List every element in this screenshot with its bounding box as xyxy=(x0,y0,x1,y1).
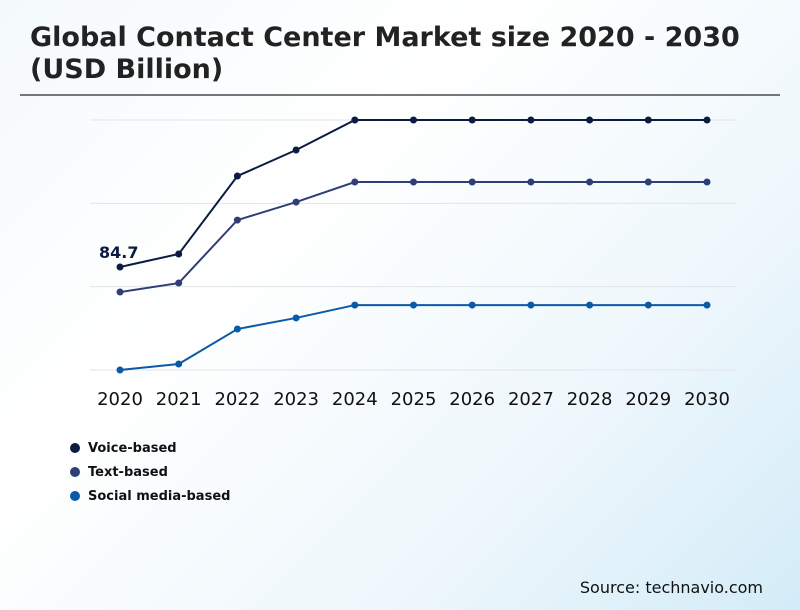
data-point xyxy=(644,116,652,124)
series-line-0 xyxy=(119,119,707,268)
x-tick-label: 2026 xyxy=(449,389,495,410)
x-tick-label: 2020 xyxy=(97,389,143,410)
data-point xyxy=(116,263,124,271)
x-tick-label: 2021 xyxy=(156,389,202,410)
data-point xyxy=(703,301,711,309)
data-point xyxy=(410,178,417,186)
x-tick-label: 2024 xyxy=(332,389,378,410)
data-point xyxy=(527,116,535,124)
data-point xyxy=(233,325,241,333)
source-credit: Source: technavio.com xyxy=(579,578,763,597)
series-line-2 xyxy=(119,304,707,371)
data-point xyxy=(468,301,476,309)
data-point xyxy=(586,178,594,186)
data-point xyxy=(644,178,652,186)
data-point xyxy=(351,178,359,186)
legend-item-text: Text-based xyxy=(70,460,230,484)
legend-dot-icon xyxy=(70,467,80,477)
data-point xyxy=(527,301,535,309)
line-chart: 2020 2021 2022 2023 2024 2025 2026 2027 2028 2029… xyxy=(90,116,736,410)
data-point xyxy=(175,360,183,368)
legend-dot-icon xyxy=(70,443,80,453)
data-point xyxy=(292,146,300,154)
legend-label: Voice-based xyxy=(88,440,177,456)
title-divider xyxy=(20,94,780,96)
data-point xyxy=(644,301,652,309)
legend-label: Text-based xyxy=(88,464,168,480)
x-tick-label: 2029 xyxy=(625,389,671,410)
legend-label: Social media-based xyxy=(88,488,231,504)
data-point xyxy=(292,314,300,322)
legend-item-voice: Voice-based xyxy=(70,436,230,460)
data-point xyxy=(527,178,535,186)
x-tick-label: 2025 xyxy=(391,389,437,410)
data-point xyxy=(233,172,241,180)
data-point xyxy=(703,178,711,186)
x-tick-label: 2023 xyxy=(273,389,319,410)
data-point xyxy=(586,301,594,309)
data-point xyxy=(351,301,359,309)
data-point xyxy=(233,216,241,224)
data-point xyxy=(292,198,300,206)
series-line-1 xyxy=(119,181,707,294)
chart-title: Global Contact Center Market size 2020 -… xyxy=(30,22,740,85)
x-tick-label: 2028 xyxy=(567,389,613,410)
data-point xyxy=(703,116,711,124)
data-label: 84.7 xyxy=(99,243,138,262)
data-point xyxy=(116,288,124,296)
data-point xyxy=(351,116,359,124)
legend-dot-icon xyxy=(70,491,80,501)
data-point xyxy=(175,250,183,258)
data-point xyxy=(410,301,417,309)
data-point xyxy=(410,116,417,124)
x-tick-label: 2022 xyxy=(214,389,260,410)
x-tick-label: 2027 xyxy=(508,389,554,410)
legend-item-social: Social media-based xyxy=(70,484,230,508)
x-tick-label: 2030 xyxy=(684,389,730,410)
data-point xyxy=(175,279,183,287)
data-point xyxy=(468,116,476,124)
data-point xyxy=(586,116,594,124)
data-point xyxy=(116,366,124,374)
legend: Voice-based Text-based Social media-base… xyxy=(70,436,230,508)
data-point xyxy=(468,178,476,186)
